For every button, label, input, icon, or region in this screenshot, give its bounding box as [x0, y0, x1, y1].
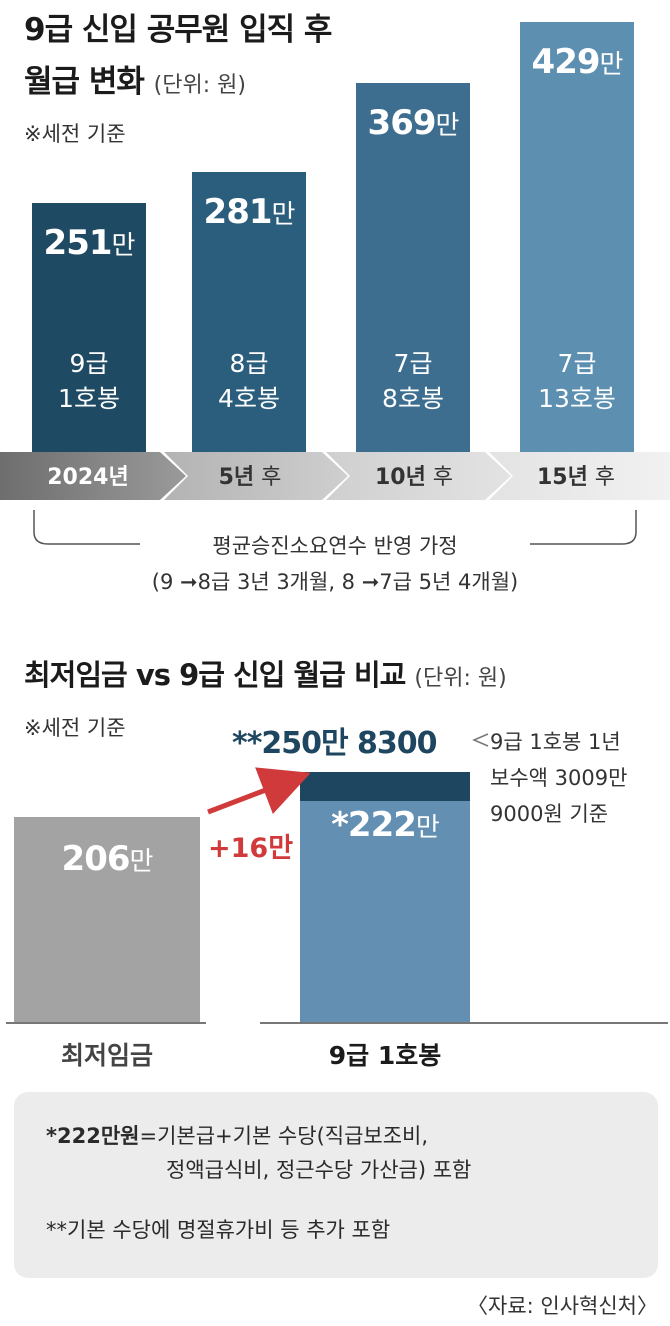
timeline-label: 10년 후: [374, 465, 454, 490]
source-label: 〈자료: 인사혁신처〉: [467, 1294, 658, 1318]
salary-bar-value: 281만: [203, 192, 296, 233]
grade9-value: *222만: [331, 804, 440, 845]
timeline-label: 2024년: [47, 465, 129, 490]
step-line: 4호봉: [218, 383, 280, 413]
increase-arrow-icon: [207, 767, 310, 815]
total-label: **250만 8300: [232, 726, 438, 761]
footnote-1-bold: *222만원: [46, 1124, 140, 1148]
footnote-1-line2: 정액급식비, 정근수당 가산금) 포함: [166, 1158, 472, 1182]
salary-bar-grade: 7급 13호봉: [520, 346, 634, 416]
total-note-line2: 보수액 3009만: [490, 766, 628, 790]
salary-bar-value: 369만: [367, 102, 460, 143]
chart2-note: ※세전 기준: [24, 716, 126, 740]
extra-allowance-segment: [300, 772, 470, 801]
timeline-label: 15년 후: [536, 465, 616, 490]
grade-line: 7급: [557, 349, 597, 378]
timeline-labels: 2024년 5년 후 10년 후 15년 후: [0, 452, 670, 504]
salary-bar-grade: 9급 1호봉: [32, 346, 146, 416]
salary-bar: 429만 7급 13호봉: [520, 22, 634, 458]
assumption-bracket: [33, 510, 637, 545]
footnote-box: *222만원=기본급+기본 수당(직급보조비, 정액급식비, 정근수당 가산금)…: [14, 1092, 658, 1278]
grade9-base-bar: *222만: [300, 800, 470, 1022]
total-note-line1: 9급 1호봉 1년: [490, 730, 621, 754]
grade-line: 9급: [69, 348, 109, 378]
salary-bar-grade: 8급 4호봉: [192, 346, 306, 416]
pointer-left-icon: [472, 733, 489, 747]
footnote-1: *222만원=기본급+기본 수당(직급보조비,: [46, 1120, 428, 1152]
grade-line: 8급: [229, 348, 269, 378]
chart1-title-text: 월급 변화: [24, 64, 145, 100]
timeline-arrow-band: [0, 452, 670, 500]
step-line: 8호봉: [382, 383, 444, 413]
assumption-line2: (9 ➞8급 3년 3개월, 8 ➞7급 5년 4개월): [151, 570, 519, 594]
footnote-1-text: =기본급+기본 수당(직급보조비,: [139, 1124, 429, 1148]
chart2-title: 최저임금 vs 9급 신입 월급 비교: [24, 658, 406, 692]
comparison-category-label: 9급 1호봉: [328, 1041, 442, 1070]
timeline-segment-1: [0, 452, 186, 500]
comparison-category-label: 최저임금: [60, 1041, 153, 1070]
step-line: 13호봉: [538, 384, 616, 413]
salary-bar: 369만 7급 8호봉: [356, 82, 470, 458]
timeline-label: 5년 후: [218, 465, 282, 490]
increase-label: +16만: [208, 833, 294, 864]
total-note-line3: 9000원 기준: [490, 802, 609, 826]
footnote-2: **기본 수당에 명절휴가비 등 추가 포함: [46, 1218, 391, 1242]
total-note: 9급 1호봉 1년 보수액 3009만 9000원 기준: [490, 724, 627, 832]
chart2-unit: (단위: 원): [414, 666, 507, 691]
chart1-note: ※세전 기준: [24, 122, 126, 146]
timeline-segment-4: [489, 452, 670, 500]
salary-bar: 281만 8급 4호봉: [192, 172, 306, 458]
timeline-segment-3: [326, 452, 511, 500]
timeline-segment-2: [164, 452, 348, 500]
baseline-left: [6, 1022, 206, 1024]
salary-bar: 251만 9급 1호봉: [32, 202, 146, 458]
baseline-right: [260, 1022, 668, 1024]
assumption-line1: 평균승진소요연수 반영 가정: [212, 534, 458, 558]
salary-bar-value: 251만: [43, 222, 136, 263]
min-wage-value: 206만: [61, 838, 154, 879]
chart2-title-row: 최저임금 vs 9급 신입 월급 비교 (단위: 원): [24, 652, 507, 694]
salary-bar-value: 429만: [531, 42, 624, 82]
grade-line: 7급: [393, 348, 433, 378]
min-wage-bar: 206만: [14, 816, 200, 1022]
chart1-unit: (단위: 원): [153, 73, 246, 98]
step-line: 1호봉: [58, 383, 120, 413]
chart1-title-line2: 월급 변화 (단위: 원): [24, 56, 246, 101]
chart1-title-line1: 9급 신입 공무원 입직 후: [24, 12, 332, 48]
salary-bar-grade: 7급 8호봉: [356, 346, 470, 416]
